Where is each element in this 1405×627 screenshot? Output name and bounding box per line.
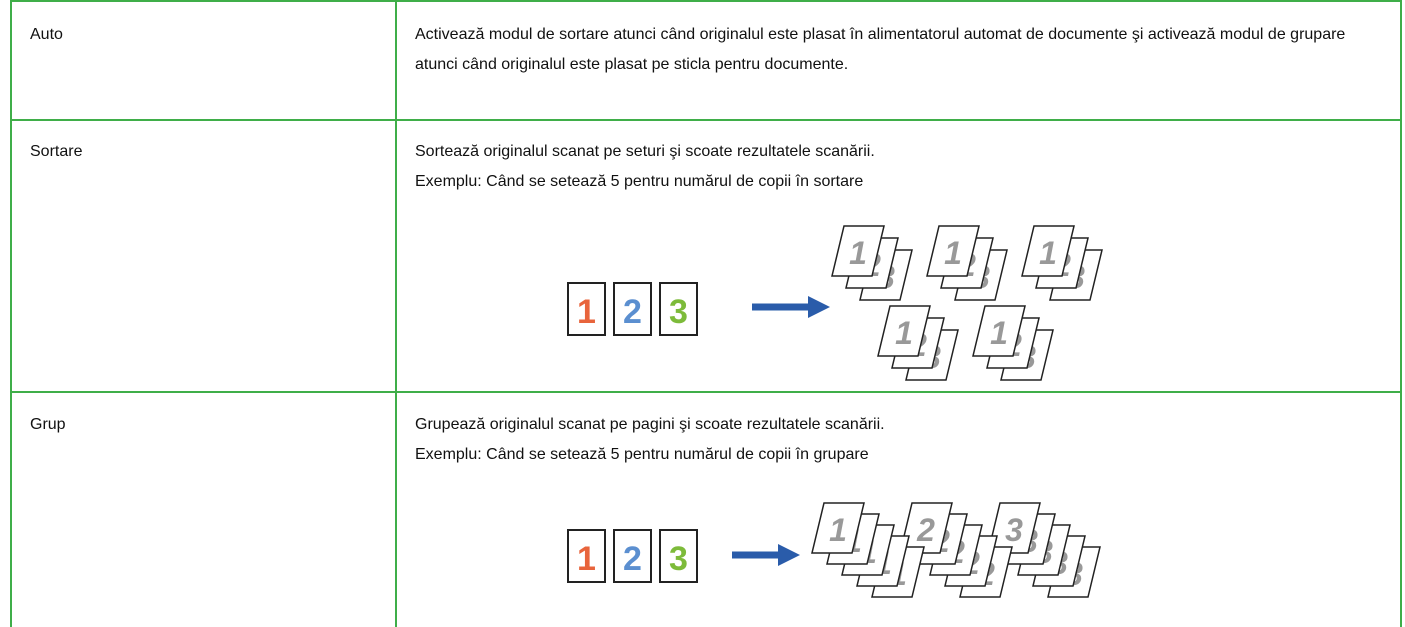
sheet	[1021, 225, 1075, 277]
page-number: 2	[623, 293, 642, 331]
sheet-number: 1	[895, 315, 913, 351]
sheet-number: 1	[990, 315, 1008, 351]
page-number: 1	[577, 540, 596, 578]
original-page	[613, 529, 652, 583]
text: Grupează originalul scanat pe pagini şi …	[415, 416, 885, 433]
border	[1400, 0, 1402, 627]
arrow-head	[778, 544, 800, 566]
page-number: 2	[623, 540, 642, 578]
description: Sortează originalul scanat pe seturi şi …	[415, 137, 1385, 197]
description: Activează modul de sortare atunci când o…	[415, 20, 1385, 80]
original-page	[659, 529, 698, 583]
border	[395, 0, 397, 627]
sheet	[877, 305, 931, 357]
border	[10, 0, 1402, 2]
sheet-number: 2	[916, 512, 935, 548]
page-number: 3	[669, 540, 688, 578]
original-page	[567, 529, 606, 583]
sheet-number: 1	[944, 235, 962, 271]
border	[10, 119, 1402, 121]
page-number: 1	[577, 293, 596, 331]
mode: Sortare	[30, 143, 83, 160]
text: Exemplu: Când se setează 5 pentru număru…	[415, 446, 869, 463]
sheet-number: 1	[829, 512, 847, 548]
mode: Auto	[30, 26, 63, 43]
sheet-number: 1	[1039, 235, 1057, 271]
sheet-number: 1	[849, 235, 867, 271]
sheet	[926, 225, 980, 277]
original-page	[659, 282, 698, 336]
sheet	[831, 225, 885, 277]
sheet	[811, 502, 865, 554]
text: Sortează originalul scanat pe seturi şi …	[415, 143, 875, 160]
arrow-head	[808, 296, 830, 318]
border	[10, 0, 12, 627]
sheet	[972, 305, 1026, 357]
page-number: 3	[669, 293, 688, 331]
border	[10, 391, 1402, 393]
original-page	[567, 282, 606, 336]
original-page	[613, 282, 652, 336]
sheet-number: 3	[1005, 512, 1023, 548]
text: Exemplu: Când se setează 5 pentru număru…	[415, 173, 864, 190]
text: Activează modul de sortare atunci când o…	[415, 26, 1346, 73]
description: Grupează originalul scanat pe pagini şi …	[415, 410, 1385, 470]
mode: Grup	[30, 416, 66, 433]
